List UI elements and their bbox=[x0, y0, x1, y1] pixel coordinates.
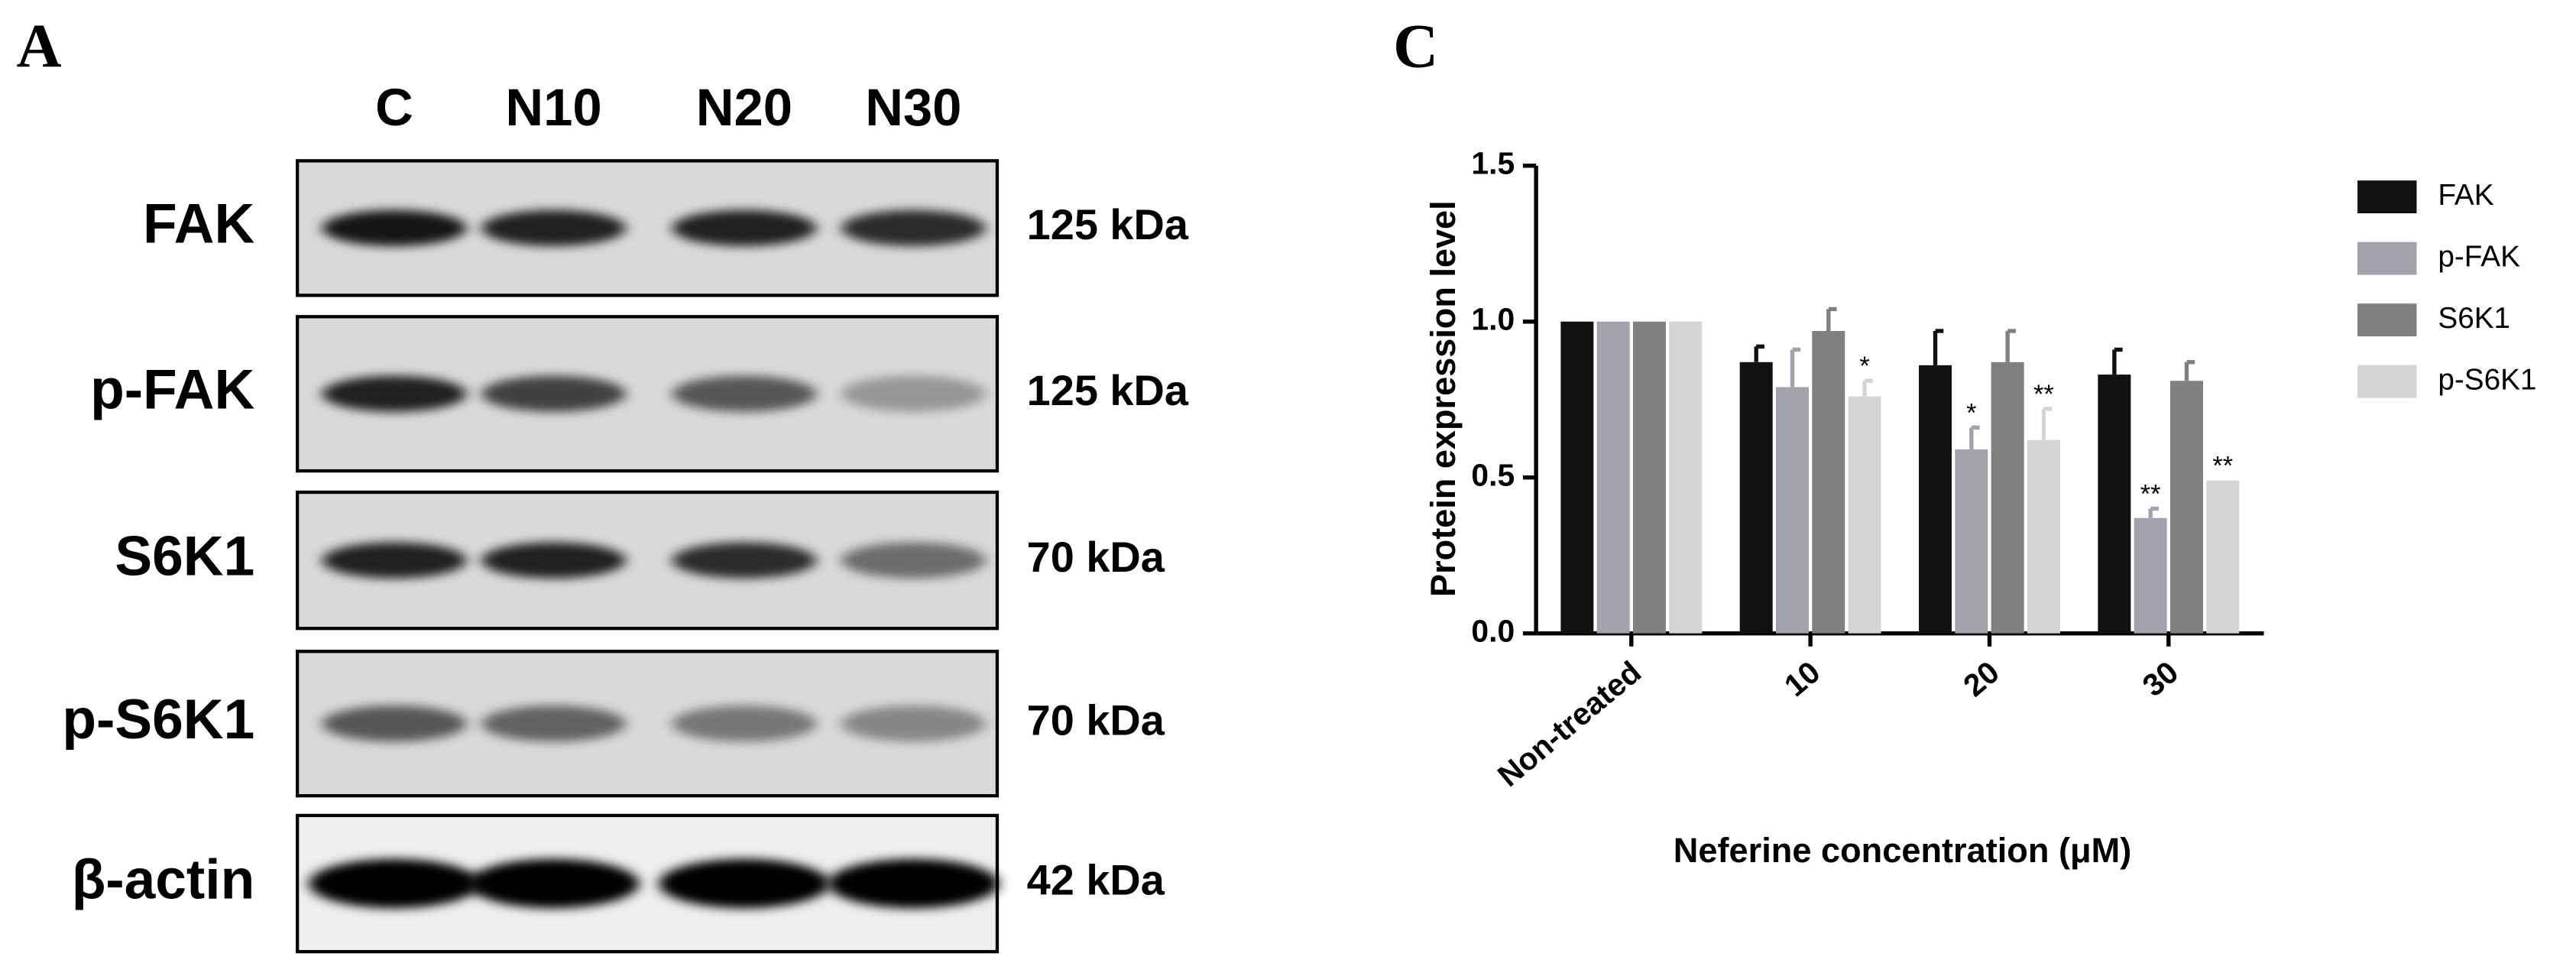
significance-label: ** bbox=[2212, 452, 2233, 481]
size-label: 70 kDa bbox=[1027, 533, 1165, 581]
size-label: 125 kDa bbox=[1027, 200, 1189, 248]
lane-label: N10 bbox=[505, 78, 601, 137]
bar bbox=[2206, 480, 2240, 634]
legend-swatch bbox=[2357, 303, 2417, 337]
legend-label: p-S6K1 bbox=[2438, 363, 2536, 396]
blot-band bbox=[309, 858, 480, 909]
significance-label: * bbox=[1966, 398, 1976, 427]
size-label: 125 kDa bbox=[1027, 366, 1189, 414]
legend-label: p-FAK bbox=[2438, 240, 2520, 273]
x-tick-label: 10 bbox=[1777, 654, 1826, 703]
blot-band bbox=[841, 542, 986, 579]
bar bbox=[1955, 449, 1988, 634]
bar bbox=[1669, 321, 1703, 634]
blot-band bbox=[659, 858, 830, 909]
y-axis-title: Protein expression level bbox=[1424, 200, 1463, 597]
x-axis-title: Neferine concentration (μM) bbox=[1674, 831, 2131, 870]
blot-band bbox=[322, 542, 467, 579]
y-tick-label: 1.5 bbox=[1471, 146, 1515, 181]
y-tick-label: 0.0 bbox=[1471, 613, 1515, 648]
bar bbox=[2098, 375, 2131, 634]
bar bbox=[1848, 396, 1881, 634]
y-tick-label: 1.0 bbox=[1471, 302, 1515, 337]
lane-label: C bbox=[375, 78, 413, 137]
blot-band bbox=[672, 375, 817, 412]
blot-band bbox=[672, 705, 817, 742]
x-tick-label: 20 bbox=[1956, 654, 2005, 703]
bar bbox=[1596, 321, 1630, 634]
size-label: 70 kDa bbox=[1027, 696, 1165, 744]
bar bbox=[2169, 381, 2203, 634]
bar bbox=[1919, 365, 1952, 634]
bar bbox=[1812, 330, 1845, 634]
legend-label: FAK bbox=[2438, 179, 2493, 212]
panel-label: C bbox=[1393, 11, 1438, 80]
y-tick-label: 0.5 bbox=[1471, 457, 1515, 492]
panel-label: A bbox=[16, 11, 61, 80]
blot-band bbox=[481, 209, 627, 247]
blot-band bbox=[672, 542, 817, 579]
blot-band bbox=[468, 858, 640, 909]
x-tick-label: Non-treated bbox=[1491, 654, 1648, 793]
blot-band bbox=[322, 375, 467, 412]
blot-band bbox=[322, 705, 467, 742]
size-label: 42 kDa bbox=[1027, 856, 1165, 904]
bar bbox=[2134, 517, 2167, 634]
bar bbox=[1776, 387, 1810, 634]
row-label: p-S6K1 bbox=[62, 689, 254, 751]
blot-band bbox=[481, 705, 627, 742]
legend-swatch bbox=[2357, 365, 2417, 398]
bar bbox=[2027, 439, 2060, 634]
lane-label: N20 bbox=[696, 78, 792, 137]
blot-band bbox=[841, 375, 986, 412]
blot-band bbox=[322, 209, 467, 247]
blot-band bbox=[481, 542, 627, 579]
blot-band bbox=[481, 375, 627, 412]
legend-swatch bbox=[2357, 242, 2417, 275]
bar bbox=[1739, 362, 1773, 634]
blot-band bbox=[672, 209, 817, 247]
bar bbox=[1632, 321, 1666, 634]
bar bbox=[1560, 321, 1594, 634]
legend-label: S6K1 bbox=[2438, 302, 2510, 335]
x-tick-label: 30 bbox=[2136, 654, 2185, 703]
significance-label: ** bbox=[2140, 479, 2161, 508]
legend-swatch bbox=[2357, 180, 2417, 214]
blot-band bbox=[828, 858, 1000, 909]
blot-band bbox=[841, 705, 986, 742]
row-label: S6K1 bbox=[115, 525, 254, 587]
row-label: p-FAK bbox=[90, 359, 254, 421]
bar bbox=[1991, 362, 2024, 634]
significance-label: ** bbox=[2033, 380, 2054, 409]
blot-band bbox=[841, 209, 986, 247]
significance-label: * bbox=[1859, 352, 1869, 381]
lane-label: N30 bbox=[865, 78, 961, 137]
row-label: FAK bbox=[143, 193, 254, 255]
row-label: β-actin bbox=[72, 848, 255, 910]
